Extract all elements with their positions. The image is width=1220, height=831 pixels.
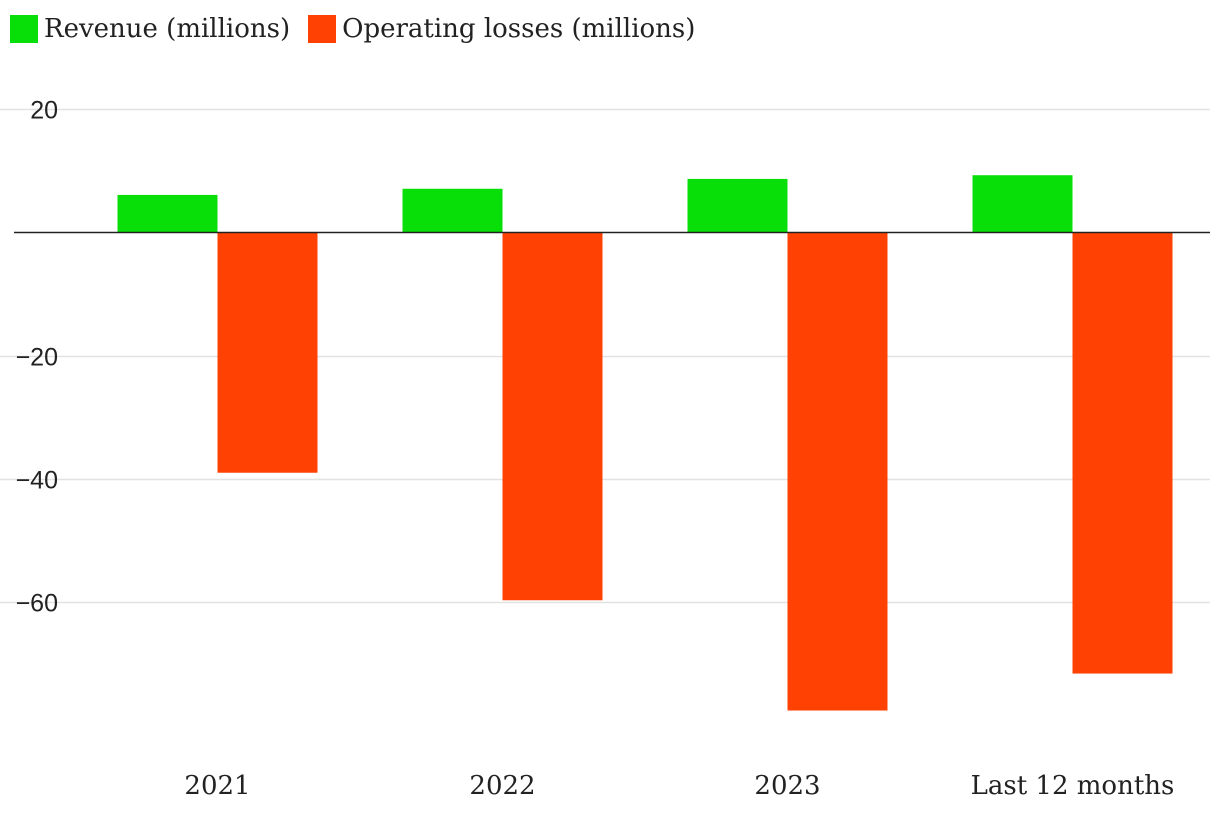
y-tick-label: −60 (16, 590, 58, 618)
legend-label-revenue: Revenue (millions) (44, 14, 291, 44)
revenue-bar (117, 194, 218, 233)
operating-loss-bar (502, 232, 603, 601)
revenue-bar (972, 175, 1073, 233)
operating-loss-bar (1072, 232, 1173, 674)
y-tick-label: 20 (30, 97, 58, 125)
y-tick-label: −20 (16, 344, 58, 372)
revenue-bar (687, 178, 788, 233)
legend-item-operating-losses: Operating losses (millions) (308, 14, 695, 44)
legend-label-operating-losses: Operating losses (millions) (342, 14, 696, 44)
legend-swatch-revenue (10, 15, 38, 43)
x-tick-label: 2023 (754, 771, 820, 801)
operating-loss-bar (787, 232, 888, 711)
y-tick-label: −40 (16, 467, 58, 495)
revenue-bar (402, 188, 503, 233)
legend-item-revenue: Revenue (millions) (10, 14, 290, 44)
x-tick-label: 2022 (469, 771, 535, 801)
legend: Revenue (millions) Operating losses (mil… (10, 14, 713, 44)
x-tick-label: 2021 (184, 771, 250, 801)
legend-swatch-operating-losses (308, 15, 337, 43)
operating-loss-bar (217, 232, 318, 473)
x-tick-label: Last 12 months (971, 771, 1175, 801)
